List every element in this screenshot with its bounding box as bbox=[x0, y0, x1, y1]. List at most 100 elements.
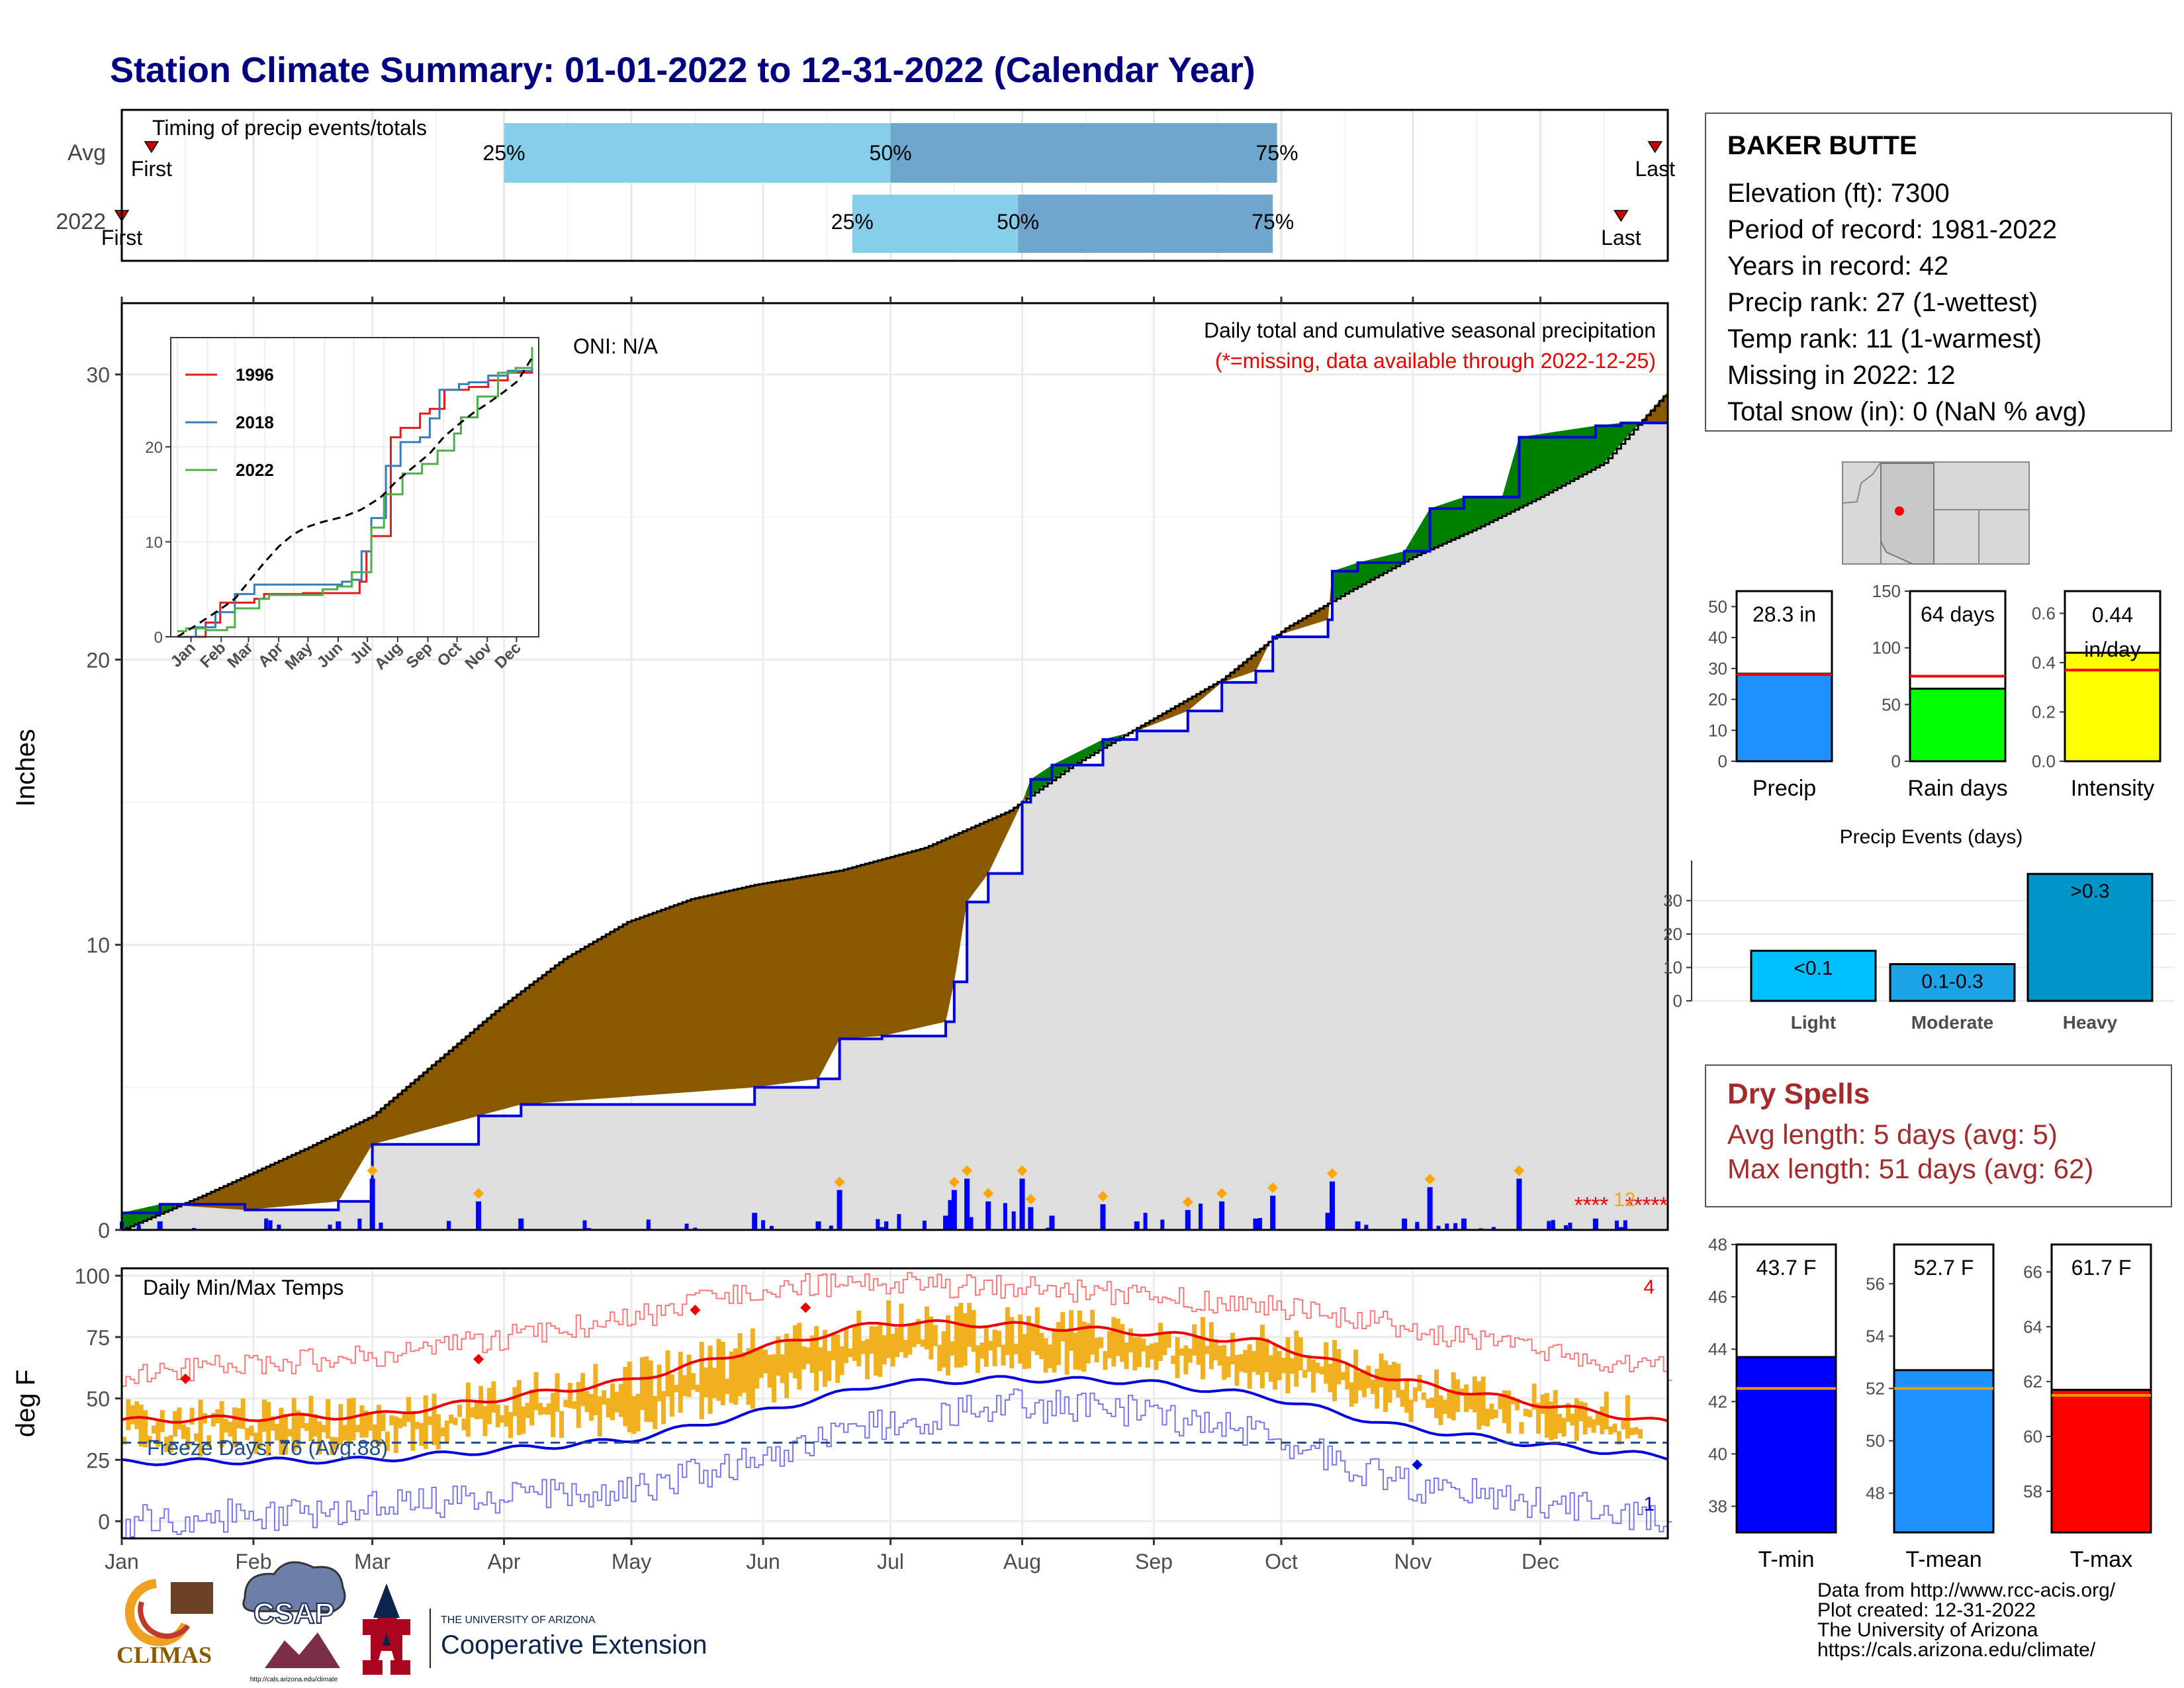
daily-temp-bar bbox=[1561, 1417, 1567, 1437]
daily-temp-bar bbox=[508, 1412, 514, 1438]
daily-precip-bar bbox=[884, 1221, 889, 1230]
daily-temp-bar bbox=[1383, 1360, 1388, 1412]
daily-temp-bar bbox=[873, 1326, 878, 1376]
heavy-event-marker bbox=[1097, 1191, 1109, 1202]
daily-temp-bar bbox=[275, 1423, 280, 1440]
daily-temp-bar bbox=[584, 1391, 590, 1413]
mini-y-tick-label: 40 bbox=[1708, 628, 1727, 647]
daily-temp-bar bbox=[1332, 1339, 1338, 1401]
daily-temp-bar bbox=[1328, 1364, 1333, 1393]
daily-temp-bar bbox=[988, 1340, 993, 1351]
daily-temp-bar bbox=[784, 1333, 790, 1399]
missing-note: (*=missing, data available through 2022-… bbox=[1215, 349, 1656, 373]
daily-temp-bar bbox=[406, 1397, 411, 1423]
daily-temp-bar bbox=[835, 1334, 841, 1383]
mini-chart-value-bar bbox=[1893, 1369, 1995, 1534]
daily-temp-bar bbox=[843, 1328, 849, 1364]
daily-temp-bar bbox=[232, 1407, 237, 1448]
daily-temp-bar bbox=[704, 1367, 709, 1397]
daily-precip-bar bbox=[897, 1214, 901, 1230]
daily-temp-bar bbox=[1408, 1399, 1414, 1423]
timing-label-25: 25% bbox=[831, 210, 874, 234]
mini-y-tick-label: 48 bbox=[1866, 1483, 1885, 1503]
station-years: Years in record: 42 bbox=[1727, 252, 1949, 281]
daily-temp-bar bbox=[674, 1385, 679, 1393]
daily-temp-bar bbox=[567, 1383, 572, 1409]
daily-temp-bar bbox=[516, 1380, 522, 1436]
inset-average-line bbox=[177, 357, 533, 638]
daily-temp-bar bbox=[500, 1415, 505, 1423]
daily-temp-bar bbox=[958, 1303, 964, 1368]
daily-temp-bar bbox=[1005, 1307, 1010, 1355]
daily-temp-bar bbox=[1217, 1345, 1222, 1366]
daily-temp-bar bbox=[1294, 1331, 1299, 1387]
month-tick-label: Feb bbox=[235, 1550, 271, 1573]
daily-temp-bar bbox=[1387, 1365, 1392, 1403]
climas-logo-text: CLIMAS bbox=[116, 1642, 212, 1668]
daily-temp-bar bbox=[695, 1384, 700, 1393]
daily-temp-bar bbox=[1251, 1350, 1257, 1372]
daily-temp-bar bbox=[1379, 1353, 1384, 1387]
daily-precip-bar bbox=[829, 1225, 833, 1230]
daily-temp-bar bbox=[381, 1413, 386, 1431]
daily-temp-bar bbox=[130, 1405, 135, 1425]
daily-temp-bar bbox=[147, 1436, 152, 1444]
daily-temp-bar bbox=[249, 1425, 254, 1436]
precip-markers bbox=[367, 1165, 1525, 1207]
daily-temp-bar bbox=[1081, 1321, 1087, 1372]
daily-temp-bar bbox=[1264, 1338, 1269, 1372]
precip-areas bbox=[122, 391, 1669, 1231]
mini-y-tick-label: 0 bbox=[1891, 751, 1901, 771]
daily-temp-bar bbox=[1357, 1372, 1363, 1391]
daily-temp-bar bbox=[398, 1418, 403, 1429]
mini-chart-label: Precip bbox=[1752, 776, 1816, 801]
mini-temp-t-max: 58 60 62 64 66 61.7 F T-max bbox=[2023, 1243, 2152, 1572]
daily-temp-bar bbox=[1578, 1401, 1584, 1421]
daily-temp-bar bbox=[261, 1399, 267, 1432]
daily-temp-bar bbox=[1306, 1355, 1312, 1372]
daily-precip-bar bbox=[837, 1226, 842, 1230]
daily-temp-bar bbox=[1073, 1333, 1078, 1370]
daily-temp-bar bbox=[1345, 1363, 1350, 1389]
mini-y-tick-label: 52 bbox=[1866, 1379, 1885, 1399]
heavy-event-marker bbox=[1182, 1196, 1193, 1207]
daily-temp-bar bbox=[224, 1419, 229, 1433]
daily-temp-bar bbox=[1519, 1422, 1524, 1434]
daily-precip-bar bbox=[986, 1206, 991, 1230]
daily-temp-bar bbox=[1349, 1382, 1354, 1407]
daily-temp-bar bbox=[780, 1354, 785, 1383]
daily-temp-bar bbox=[886, 1300, 891, 1358]
daily-temp-bar bbox=[1370, 1380, 1375, 1394]
daily-temp-bar bbox=[1493, 1409, 1498, 1419]
daily-temp-bar bbox=[682, 1375, 688, 1397]
missing-day-marker: * bbox=[1651, 1193, 1659, 1218]
daily-temp-bar bbox=[1600, 1407, 1605, 1434]
legend-label: 1996 bbox=[236, 365, 274, 385]
daily-temp-bar bbox=[521, 1406, 526, 1434]
daily-temp-bar bbox=[1213, 1339, 1218, 1361]
mini-y-tick-label: 50 bbox=[1882, 694, 1901, 714]
daily-temp-bar bbox=[228, 1421, 233, 1437]
daily-temp-bar bbox=[1179, 1348, 1184, 1356]
daily-temp-bar bbox=[1412, 1387, 1418, 1402]
first-event-marker bbox=[144, 141, 159, 154]
timing-label-25: 25% bbox=[483, 141, 525, 165]
daily-temp-bar bbox=[653, 1395, 658, 1429]
daily-temp-bar bbox=[1048, 1344, 1053, 1368]
daily-precip-bar bbox=[948, 1199, 952, 1230]
daily-temp-bar bbox=[1056, 1322, 1061, 1366]
daily-precip-bar bbox=[370, 1220, 375, 1230]
daily-precip-bar bbox=[1253, 1218, 1259, 1230]
record-high-marker bbox=[800, 1302, 811, 1313]
daily-temp-bar bbox=[623, 1366, 628, 1427]
climas-logo: CLIMAS bbox=[116, 1579, 213, 1668]
heavy-event-marker bbox=[473, 1188, 484, 1199]
mini-y-tick-label: 64 bbox=[2023, 1317, 2042, 1336]
daily-precip-bar bbox=[1453, 1223, 1458, 1230]
daily-temp-bar bbox=[1298, 1337, 1303, 1371]
daily-temp-bar bbox=[1268, 1355, 1273, 1382]
inset-lines bbox=[177, 347, 533, 638]
daily-temp-bar bbox=[423, 1395, 428, 1449]
